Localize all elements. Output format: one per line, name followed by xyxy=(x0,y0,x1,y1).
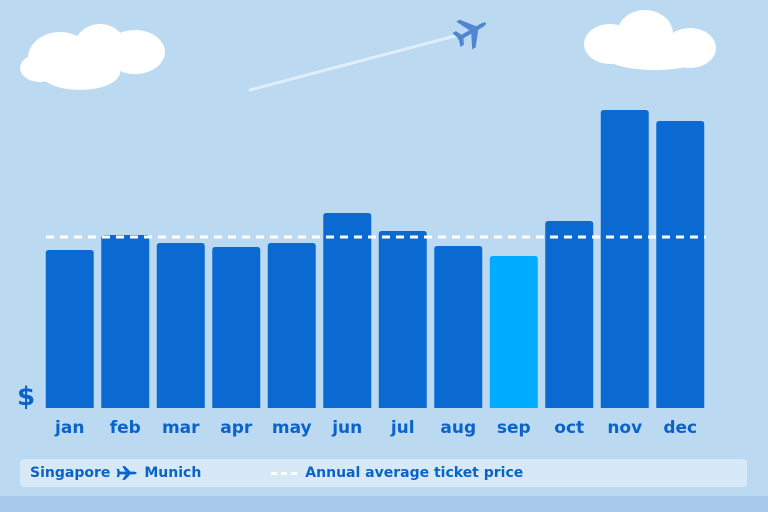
x-tick-label-aug: aug xyxy=(440,418,476,438)
x-tick-label-jun: jun xyxy=(331,418,362,438)
x-tick-label-jan: jan xyxy=(54,418,84,438)
x-tick-label-sep: sep xyxy=(497,418,531,438)
bar-jun xyxy=(323,213,372,408)
airplane-icon xyxy=(117,466,137,480)
legend-average: Annual average ticket price xyxy=(271,465,523,481)
y-axis-label: $ xyxy=(17,382,35,412)
destination-city: Munich xyxy=(144,465,202,481)
x-tick-label-apr: apr xyxy=(220,418,253,438)
x-tick-label-nov: nov xyxy=(607,418,642,438)
bar-jul xyxy=(378,231,427,408)
legend: Singapore Munich Annual average ticket p… xyxy=(20,459,747,487)
bottom-band xyxy=(0,496,768,512)
bar-nov xyxy=(600,110,649,408)
contrail xyxy=(248,34,457,92)
x-tick-label-jul: jul xyxy=(390,418,415,438)
legend-route: Singapore Munich xyxy=(30,465,201,481)
cloud-left xyxy=(20,24,165,90)
dashed-line-swatch xyxy=(271,471,298,475)
bar-oct xyxy=(545,221,594,408)
bar-may xyxy=(267,243,316,408)
cloud-right xyxy=(584,10,716,70)
x-tick-label-dec: dec xyxy=(663,418,697,438)
x-tick-label-mar: mar xyxy=(162,418,200,438)
origin-city: Singapore xyxy=(30,465,111,481)
sky-airplane-icon xyxy=(452,19,487,50)
x-tick-labels: jan feb mar apr may jun jul aug sep oct nov dec xyxy=(54,418,697,438)
x-tick-label-may: may xyxy=(272,418,312,438)
bar-sep xyxy=(489,256,538,408)
bars xyxy=(45,110,705,408)
bar-aug xyxy=(434,246,483,408)
bar-feb xyxy=(101,235,150,408)
bar-mar xyxy=(156,243,205,408)
x-tick-label-feb: feb xyxy=(110,418,141,438)
bar-dec xyxy=(656,121,705,408)
bar-jan xyxy=(45,250,94,408)
average-label: Annual average ticket price xyxy=(305,465,524,481)
bar-apr xyxy=(212,247,261,408)
x-tick-label-oct: oct xyxy=(554,418,584,438)
